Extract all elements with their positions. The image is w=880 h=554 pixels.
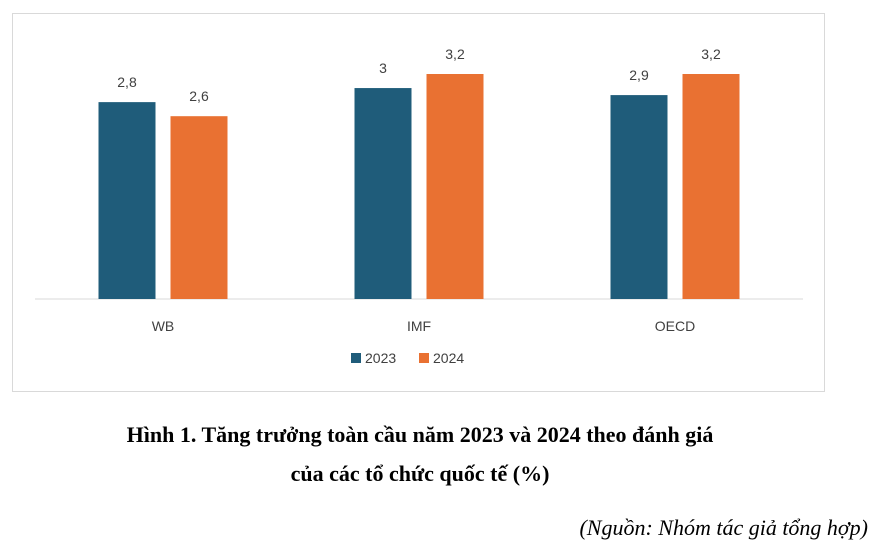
bar-wb-2023: [98, 102, 156, 299]
bar-imf-2023: [354, 88, 412, 299]
data-label-imf-2023: 3: [379, 60, 387, 76]
x-tick-label-oecd: OECD: [655, 318, 695, 334]
data-label-oecd-2023: 2,9: [629, 67, 649, 83]
x-tick-label-imf: IMF: [407, 318, 431, 334]
x-tick-label-wb: WB: [152, 318, 175, 334]
bar-imf-2024: [426, 74, 484, 299]
data-label-wb-2023: 2,8: [117, 74, 137, 90]
data-label-oecd-2024: 3,2: [701, 46, 721, 62]
legend-label-2023: 2023: [365, 350, 396, 366]
data-label-wb-2024: 2,6: [189, 88, 209, 104]
chart-frame: 2,8 2,6 WB 3 3,2 IMF 2,9 3,2 OECD 2023 2024: [12, 13, 825, 392]
source-note: (Nguồn: Nhóm tác giả tổng hợp): [579, 515, 868, 540]
bar-oecd-2024: [682, 74, 740, 299]
legend-label-2024: 2024: [433, 350, 464, 366]
bar-chart: 2,8 2,6 WB 3 3,2 IMF 2,9 3,2 OECD 2023 2024: [35, 46, 803, 366]
figure-caption-line-2: của các tổ chức quốc tế (%): [290, 461, 550, 486]
legend-swatch-2024: [419, 353, 429, 363]
legend-swatch-2023: [351, 353, 361, 363]
bar-wb-2024: [170, 116, 228, 299]
bar-oecd-2023: [610, 95, 668, 299]
figure-caption-line-1: Hình 1. Tăng trưởng toàn cầu năm 2023 và…: [126, 422, 714, 447]
data-label-imf-2024: 3,2: [445, 46, 465, 62]
